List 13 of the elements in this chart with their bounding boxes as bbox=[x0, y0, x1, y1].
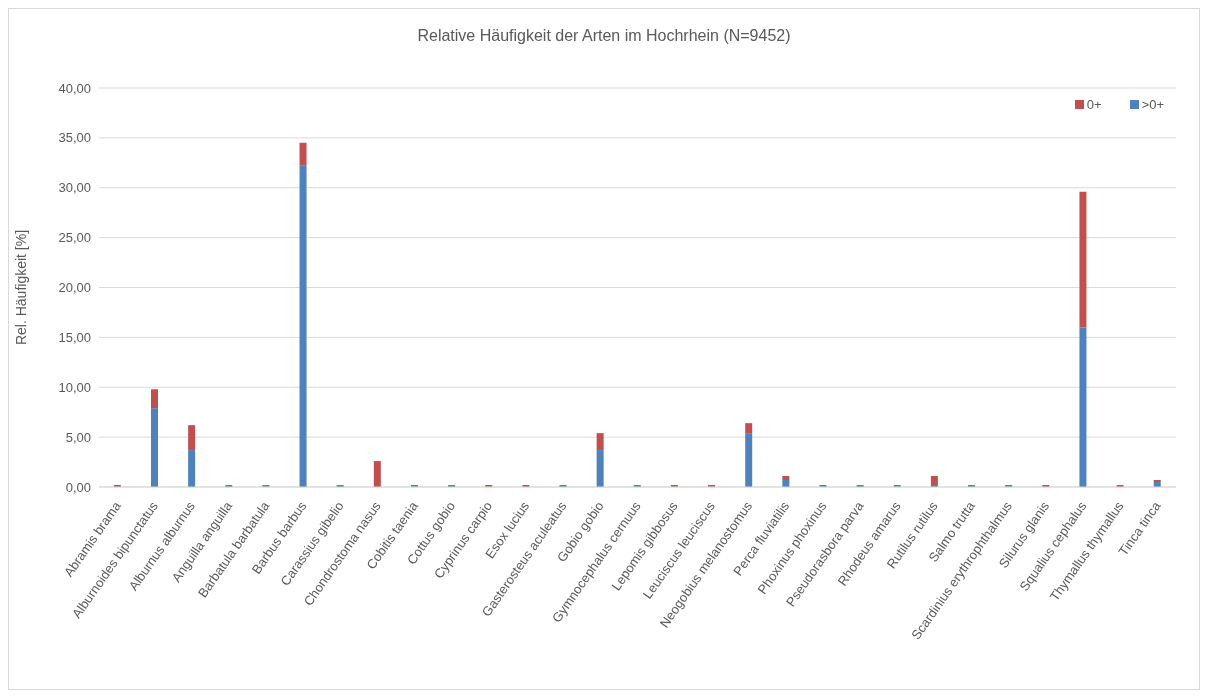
y-tick-label: 25,00 bbox=[58, 230, 91, 246]
y-tick-label: 35,00 bbox=[58, 130, 91, 146]
y-tick-label: 30,00 bbox=[58, 180, 91, 196]
y-tick-label: 40,00 bbox=[58, 80, 91, 96]
y-tick-label: 5,00 bbox=[65, 429, 91, 445]
y-tick-label: 0,00 bbox=[65, 479, 91, 495]
y-tick-label: 15,00 bbox=[58, 329, 91, 345]
legend-label: >0+ bbox=[1140, 97, 1164, 112]
y-tick-label: 10,00 bbox=[58, 379, 91, 395]
y-axis-title: Rel. Häufigkeit [%] bbox=[12, 229, 29, 346]
chart-title: Relative Häufigkeit der Arten im Hochrhein (N=9452) bbox=[416, 26, 792, 46]
legend-label: 0+ bbox=[1085, 97, 1102, 112]
y-tick-label: 20,00 bbox=[58, 280, 91, 296]
